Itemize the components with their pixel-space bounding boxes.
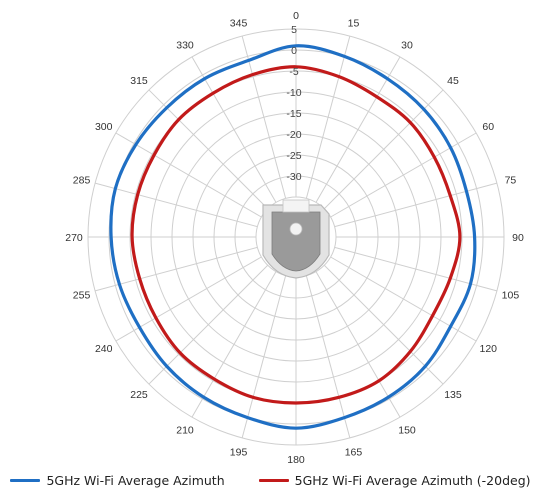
polar-chart: 5 0 -5 -10 -15 -20 -25 -30 0 15 30 45 60 75 90 105 120 1… (65, 10, 524, 466)
radial-tick-label: -30 (286, 171, 301, 183)
svg-text:-30: -30 (286, 171, 301, 183)
svg-text:-25: -25 (286, 150, 301, 162)
svg-text:0: 0 (291, 45, 297, 57)
radial-tick-label: 0 (291, 45, 297, 57)
grid-spoke (191, 271, 277, 418)
grid-spoke (241, 35, 287, 199)
angle-tick-label: 255 (73, 289, 91, 301)
angle-tick-label: 135 (444, 389, 462, 401)
angle-tick-label: 240 (95, 343, 113, 355)
angle-tick-label: 75 (505, 175, 517, 187)
grid-spoke (323, 89, 444, 210)
radial-tick-label: -10 (286, 87, 301, 99)
legend: 5GHz Wi-Fi Average Azimuth 5GHz Wi-Fi Av… (0, 468, 541, 492)
angle-tick-label: 315 (130, 75, 148, 87)
angle-tick-label: 120 (479, 343, 497, 355)
angle-tick-label: 30 (401, 40, 413, 52)
angle-tick-label: 60 (482, 121, 494, 133)
radial-tick-label: -5 (289, 66, 298, 78)
device-grille (271, 211, 321, 272)
grid-spoke (115, 132, 262, 218)
grid-spoke (94, 246, 258, 292)
grid-spoke (323, 264, 444, 385)
series-line-2 (130, 65, 462, 405)
angle-tick-label: 210 (176, 424, 194, 436)
grid-spoke (94, 182, 258, 228)
grid-spoke (191, 56, 277, 203)
angle-tick-labels: 0 15 30 45 60 75 90 105 120 135 150 165 180 195 210 225… (65, 10, 524, 466)
svg-text:-20: -20 (286, 129, 301, 141)
angle-tick-label: 225 (130, 389, 148, 401)
angle-tick-label: 0 (293, 10, 299, 22)
radial-tick-label: 5 (291, 24, 297, 36)
svg-text:-15: -15 (286, 108, 301, 120)
angle-tick-label: 285 (73, 175, 91, 187)
angle-tick-label: 300 (95, 121, 113, 133)
angle-tick-label: 90 (512, 232, 524, 244)
radial-tick-labels: 5 0 -5 -10 -15 -20 -25 -30 (286, 24, 301, 183)
legend-item-series-1: 5GHz Wi-Fi Average Azimuth (10, 472, 225, 488)
grid-spoke (305, 275, 351, 439)
radial-tick-label: -15 (286, 108, 301, 120)
angle-tick-label: 180 (287, 454, 305, 466)
grid-spoke (241, 275, 287, 439)
angle-tick-label: 345 (230, 18, 248, 30)
grid-spoke (315, 271, 401, 418)
grid-spoke (334, 182, 498, 228)
angle-tick-label: 165 (345, 446, 363, 458)
radial-tick-label: -20 (286, 129, 301, 141)
angle-tick-label: 270 (65, 232, 83, 244)
antenna-device-image (262, 199, 330, 279)
legend-swatch-series-1 (10, 478, 41, 482)
legend-label-series-1: 5GHz Wi-Fi Average Azimuth (46, 472, 225, 488)
angle-tick-label: 45 (447, 75, 459, 87)
legend-label-series-2: 5GHz Wi-Fi Average Azimuth (-20deg) (294, 472, 531, 488)
grid-spoke (315, 56, 401, 203)
device-top-panel (282, 199, 310, 213)
grid-spoke (148, 89, 269, 210)
svg-text:5: 5 (291, 24, 297, 36)
series-group (109, 44, 477, 430)
legend-item-series-2: 5GHz Wi-Fi Average Azimuth (-20deg) (258, 472, 531, 488)
svg-text:-10: -10 (286, 87, 301, 99)
angle-tick-label: 195 (230, 446, 248, 458)
device-led (289, 222, 303, 236)
legend-swatch-series-2 (258, 478, 289, 482)
grid-spoke (305, 35, 351, 199)
angle-tick-label: 150 (398, 424, 416, 436)
svg-text:-5: -5 (289, 66, 298, 78)
series-line-1 (109, 44, 477, 430)
angle-tick-label: 105 (502, 289, 520, 301)
angle-tick-label: 15 (348, 18, 360, 30)
radial-tick-label: -25 (286, 150, 301, 162)
angle-tick-label: 330 (176, 40, 194, 52)
grid-spoke (148, 264, 269, 385)
